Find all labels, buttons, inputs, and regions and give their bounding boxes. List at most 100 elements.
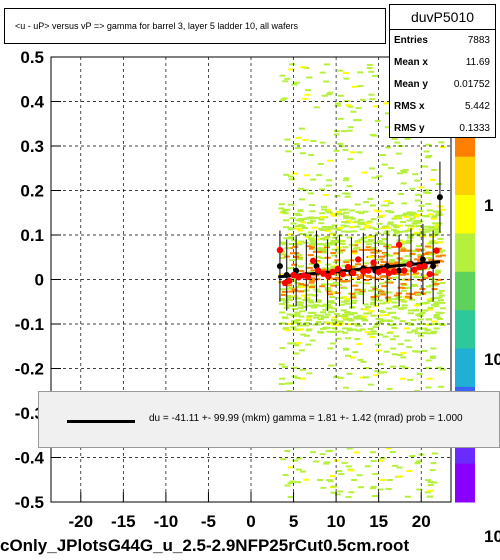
heatmap-cell [428, 225, 435, 228]
heatmap-cell [302, 139, 309, 142]
heatmap-cell [311, 226, 318, 229]
heatmap-cell [357, 486, 364, 489]
heatmap-cell [335, 274, 342, 277]
heatmap-cell [415, 225, 422, 228]
heatmap-cell [438, 312, 445, 315]
heatmap-cell [306, 315, 313, 318]
profile-point [320, 270, 327, 277]
heatmap-cell [401, 171, 408, 174]
heatmap-cell [365, 274, 372, 277]
x-tick-label: -20 [68, 512, 93, 531]
heatmap-cell [371, 332, 378, 335]
y-tick-labels: -0.5 -0.4 -0.3 -0.2 -0.1 0 0.1 0.2 0.3 0.4 0.5 [15, 48, 45, 512]
heatmap-cell [436, 292, 443, 295]
color-scale-band [455, 463, 475, 503]
heatmap-cell [330, 213, 337, 216]
heatmap-cell [396, 217, 403, 220]
heatmap-cell [417, 318, 424, 321]
heatmap-cell [404, 495, 411, 498]
heatmap-cell [278, 203, 285, 206]
heatmap-cell [355, 107, 362, 110]
heatmap-cell [288, 382, 295, 385]
heatmap-cell [284, 329, 291, 332]
heatmap-cell [334, 259, 341, 262]
heatmap-cell [308, 301, 315, 304]
heatmap-cell [400, 289, 407, 292]
profile-point [309, 257, 317, 265]
heatmap-cell [355, 119, 362, 122]
heatmap-cell [342, 327, 349, 330]
heatmap-cell [425, 318, 432, 321]
heatmap-cell [427, 308, 434, 311]
heatmap-cell [392, 276, 399, 279]
heatmap-cell [337, 69, 344, 72]
heatmap-cell [424, 252, 431, 255]
heatmap-cell [294, 297, 301, 300]
heatmap-cell [369, 335, 376, 338]
heatmap-cell [297, 284, 304, 287]
heatmap-cell [359, 290, 366, 293]
profile-point [416, 263, 423, 271]
heatmap-cell [319, 285, 326, 288]
heatmap-cell [380, 261, 387, 264]
heatmap-cell [356, 314, 363, 317]
heatmap-cell [424, 225, 431, 228]
heatmap-cell [382, 335, 389, 338]
heatmap-cell [379, 242, 386, 245]
heatmap-cell [413, 276, 420, 279]
heatmap-cell [307, 192, 314, 195]
heatmap-cell [389, 262, 396, 265]
heatmap-cell [328, 241, 335, 244]
heatmap-cell [400, 278, 407, 281]
heatmap-cell [289, 243, 296, 246]
heatmap-cell [296, 258, 303, 261]
heatmap-cell [399, 259, 406, 262]
heatmap-cell [290, 222, 297, 225]
heatmap-cell [394, 317, 401, 320]
heatmap-cell [425, 143, 432, 146]
heatmap-cell [305, 89, 312, 92]
heatmap-cell [363, 240, 370, 243]
heatmap-cell [406, 219, 413, 222]
heatmap-cell [308, 237, 315, 240]
heatmap-cell [354, 203, 361, 206]
heatmap-cell [404, 270, 411, 273]
heatmap-cell [337, 251, 344, 254]
heatmap-cell [414, 258, 421, 261]
heatmap-cell [306, 221, 313, 224]
heatmap-cell [309, 239, 316, 242]
heatmap-cell [284, 304, 291, 307]
heatmap-cell [327, 293, 334, 296]
heatmap-cell [373, 228, 380, 231]
fit-legend-line [67, 420, 135, 423]
heatmap-cell [409, 455, 416, 458]
heatmap-cell [415, 221, 422, 224]
heatmap-cell [367, 197, 374, 200]
profile-point [295, 274, 302, 281]
heatmap-cell [315, 300, 322, 303]
heatmap-cell [350, 217, 357, 220]
heatmap-cell [439, 208, 446, 211]
heatmap-cell [324, 313, 331, 316]
heatmap-cell [351, 478, 358, 481]
heatmap-cell [428, 284, 435, 287]
heatmap-cell [292, 245, 299, 248]
heatmap-cell [427, 489, 434, 492]
heatmap-cell [306, 76, 313, 79]
heatmap-cell [333, 330, 340, 333]
profile-point [421, 262, 428, 270]
heatmap-cell [388, 260, 395, 263]
heatmap-cell [300, 368, 307, 371]
heatmap-cell [364, 465, 371, 468]
heatmap-cell [295, 322, 302, 325]
heatmap-cell [331, 319, 338, 322]
heatmap-cell [300, 333, 307, 336]
heatmap-cell [404, 137, 411, 140]
heatmap-cell [314, 278, 321, 281]
heatmap-cell [380, 478, 387, 481]
heatmap-cell [343, 211, 350, 214]
heatmap-cell [372, 472, 379, 475]
heatmap-cell [345, 274, 352, 277]
heatmap-cell [428, 242, 435, 245]
heatmap-cell [431, 288, 438, 291]
